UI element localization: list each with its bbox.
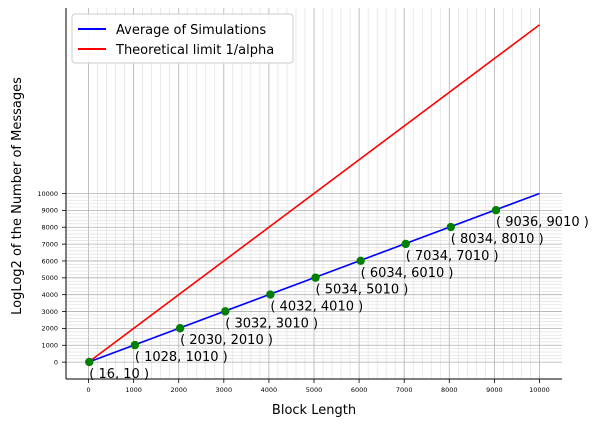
data-point [130, 340, 140, 350]
data-point-label: ( 1028, 1010 ) [135, 350, 228, 365]
data-point-label: ( 4032, 4010 ) [270, 300, 363, 315]
x-tick-label: 6000 [351, 386, 368, 394]
data-point [221, 307, 230, 316]
y-axis-title: LogLog2 of the Number of Messages [10, 77, 25, 315]
data-points [85, 205, 501, 367]
x-tick-label: 7000 [396, 386, 413, 394]
grid [66, 8, 562, 379]
y-ticks: 0 1000 2000 3000 4000 5000 6000 7000 8000 9000 100… [37, 190, 66, 366]
data-labels: ( 16, 10 ) ( 1028, 1010 ) ( 2030, 2010 ) ( … [89, 215, 589, 382]
x-ticks: 0 1000 2000 3000 4000 5000 6000 7000 8000 9000 100… [86, 379, 550, 394]
data-point [311, 273, 320, 282]
data-point-label: ( 8034, 8010 ) [451, 232, 544, 247]
theoretical-limit-line [88, 24, 540, 363]
x-tick-label: 8000 [441, 386, 458, 394]
data-point [175, 324, 185, 333]
data-point-label: ( 3032, 3010 ) [225, 316, 318, 331]
y-tick-label: 6000 [41, 257, 58, 265]
data-point-label: ( 7034, 7010 ) [406, 249, 499, 264]
y-tick-label: 1000 [41, 342, 58, 350]
data-point [491, 205, 501, 215]
data-point [401, 239, 410, 249]
y-tick-label: 10000 [37, 190, 58, 198]
data-point [85, 357, 94, 367]
y-tick-label: 0 [54, 358, 58, 366]
y-tick-label: 8000 [41, 224, 58, 232]
x-tick-label: 4000 [261, 386, 278, 394]
data-point [356, 256, 365, 265]
y-tick-label: 3000 [41, 308, 58, 316]
y-tick-label: 2000 [41, 325, 58, 333]
legend: Average of Simulations Theoretical limit… [71, 13, 294, 64]
data-point-label: ( 9036, 9010 ) [496, 215, 589, 230]
data-point-label: ( 16, 10 ) [89, 367, 149, 382]
data-point [266, 290, 275, 299]
legend-box [71, 13, 294, 64]
x-tick-label: 10000 [529, 386, 550, 394]
x-tick-label: 0 [86, 386, 90, 394]
x-tick-label: 5000 [306, 386, 323, 394]
y-tick-label: 7000 [41, 240, 58, 248]
y-tick-label: 4000 [41, 291, 58, 299]
x-tick-label: 1000 [125, 386, 142, 394]
x-tick-label: 9000 [486, 386, 503, 394]
y-tick-label: 5000 [41, 274, 58, 282]
x-tick-label: 2000 [170, 386, 187, 394]
x-axis-title: Block Length [272, 403, 356, 418]
data-point-label: ( 2030, 2010 ) [180, 333, 273, 348]
legend-label-theoretical: Theoretical limit 1/alpha [115, 43, 274, 58]
data-point-label: ( 5034, 5010 ) [316, 283, 409, 298]
data-point [446, 222, 456, 232]
legend-label-average: Average of Simulations [116, 23, 266, 38]
x-tick-label: 3000 [216, 386, 233, 394]
y-tick-label: 9000 [41, 207, 58, 215]
data-point-label: ( 6034, 6010 ) [361, 266, 454, 281]
